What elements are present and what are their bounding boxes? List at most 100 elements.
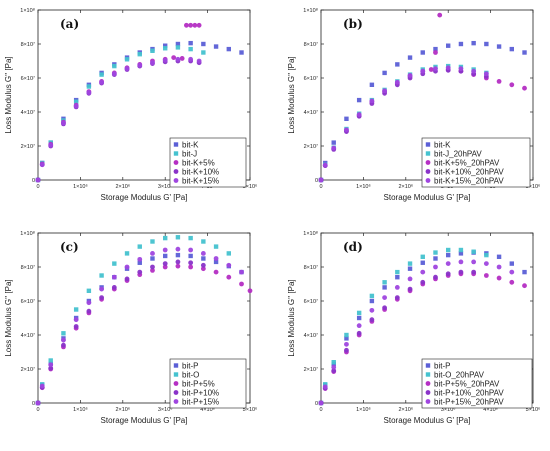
data-point: [369, 98, 375, 104]
legend-box: [169, 358, 247, 409]
legend-marker: [173, 151, 179, 156]
data-point: [522, 85, 527, 91]
data-point: [407, 286, 413, 292]
y-tick-label: 4×10⁷: [304, 109, 318, 116]
x-tick-label: 1×10⁶: [356, 183, 371, 190]
data-point: [471, 40, 476, 46]
legend-marker: [425, 372, 431, 377]
data-point: [483, 273, 489, 278]
data-point: [369, 82, 375, 87]
data-point: [162, 261, 168, 266]
data-point: [446, 252, 451, 258]
y-tick-label: 8×10⁷: [304, 41, 318, 48]
x-tick-label: 1×10⁶: [73, 183, 88, 190]
data-point: [213, 256, 219, 261]
data-point: [522, 283, 527, 289]
data-point: [446, 247, 451, 253]
x-tick-label: 0: [319, 184, 322, 190]
data-point: [382, 280, 387, 285]
data-point: [162, 264, 168, 270]
data-point: [428, 67, 434, 72]
data-point: [99, 273, 104, 278]
data-point: [73, 317, 79, 323]
chart-panel: 01×10⁶2×10⁶3×10⁶4×10⁶5×10⁶02×10⁷4×10⁷6×1…: [4, 7, 257, 202]
legend-entry: bit-O: [182, 370, 199, 379]
x-axis-label: Storage Modulus G' [Pa]: [384, 193, 471, 202]
data-point: [433, 46, 438, 52]
data-point: [73, 324, 79, 329]
legend-marker: [425, 142, 431, 147]
x-tick-label: 5×10⁶: [243, 406, 258, 413]
data-point: [179, 56, 185, 61]
y-tick-label: 4×10⁷: [21, 109, 35, 116]
y-tick-label: 6×10⁷: [21, 298, 35, 305]
x-tick-label: 4×10⁶: [483, 406, 498, 413]
x-tick-label: 2×10⁶: [398, 183, 413, 190]
x-tick-label: 2×10⁶: [115, 183, 130, 190]
data-point: [483, 261, 489, 266]
legend-entry: bit-K+15%: [182, 176, 219, 185]
data-point: [509, 279, 515, 285]
legend-box: [169, 137, 247, 188]
data-point: [344, 336, 349, 341]
data-point: [344, 127, 349, 133]
data-point: [356, 97, 362, 103]
data-point: [344, 116, 349, 121]
y-tick-label: 2×10⁷: [304, 366, 318, 373]
data-point: [48, 358, 53, 363]
data-point: [437, 12, 443, 18]
legend-marker: [173, 372, 179, 377]
series-5: [35, 246, 244, 406]
series-5: [318, 65, 489, 183]
legend: bit-Kbit-J_20hPAVbit-K+5%_20hPAVbit-K+10…: [421, 137, 531, 188]
x-axis-label: Storage Modulus G' [Pa]: [384, 416, 471, 425]
legend-marker: [173, 142, 179, 147]
data-point: [471, 259, 477, 265]
data-point: [201, 41, 206, 47]
legend-marker: [425, 381, 431, 386]
y-tick-label: 1×10⁸: [20, 230, 35, 237]
data-point: [344, 347, 349, 353]
data-point: [496, 44, 502, 49]
data-point: [201, 50, 206, 55]
data-point: [175, 41, 181, 47]
data-point: [445, 261, 451, 266]
x-tick-label: 2×10⁶: [398, 406, 413, 413]
legend-marker: [173, 390, 179, 395]
data-point: [322, 162, 328, 168]
legend-marker: [173, 160, 179, 165]
data-point: [509, 269, 515, 275]
data-point: [188, 260, 194, 266]
data-point: [484, 252, 489, 258]
legend-entry: bit-O_20hPAV: [434, 370, 485, 379]
data-point: [73, 103, 79, 109]
data-point: [356, 315, 362, 321]
data-point: [150, 264, 155, 270]
data-point: [150, 239, 155, 244]
data-point: [137, 269, 143, 275]
x-tick-label: 0: [36, 407, 39, 413]
data-point: [163, 253, 168, 259]
data-point: [331, 360, 336, 365]
data-point: [171, 55, 177, 60]
data-point: [433, 274, 438, 280]
data-point: [382, 285, 387, 290]
data-point: [356, 310, 362, 316]
data-point: [509, 82, 515, 88]
data-point: [111, 285, 117, 290]
data-point: [86, 308, 92, 314]
x-tick-label: 3×10⁶: [441, 406, 456, 413]
x-tick-label: 1×10⁶: [356, 406, 371, 413]
legend-entry: bit-P: [434, 361, 450, 370]
data-point: [458, 259, 464, 265]
legend-marker: [173, 169, 179, 174]
legend-box: [421, 137, 531, 188]
x-tick-label: 1×10⁶: [73, 406, 88, 413]
legend-marker: [425, 178, 431, 183]
data-point: [150, 48, 155, 53]
data-point: [382, 88, 387, 94]
data-point: [201, 239, 206, 244]
